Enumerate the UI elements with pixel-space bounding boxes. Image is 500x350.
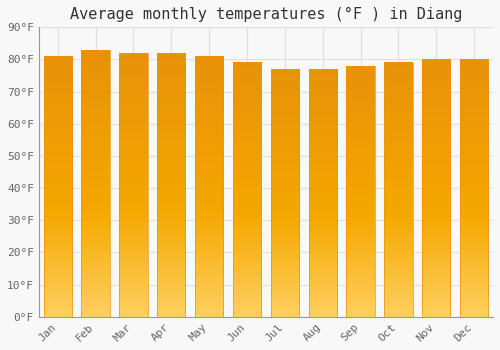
Bar: [346, 66, 375, 317]
Bar: [82, 50, 110, 317]
Bar: [195, 56, 224, 317]
Bar: [308, 69, 337, 317]
Bar: [119, 53, 148, 317]
Bar: [460, 60, 488, 317]
Bar: [270, 69, 299, 317]
Bar: [422, 60, 450, 317]
Bar: [44, 56, 72, 317]
Bar: [233, 63, 261, 317]
Bar: [384, 63, 412, 317]
Title: Average monthly temperatures (°F ) in Diang: Average monthly temperatures (°F ) in Di…: [70, 7, 462, 22]
Bar: [157, 53, 186, 317]
